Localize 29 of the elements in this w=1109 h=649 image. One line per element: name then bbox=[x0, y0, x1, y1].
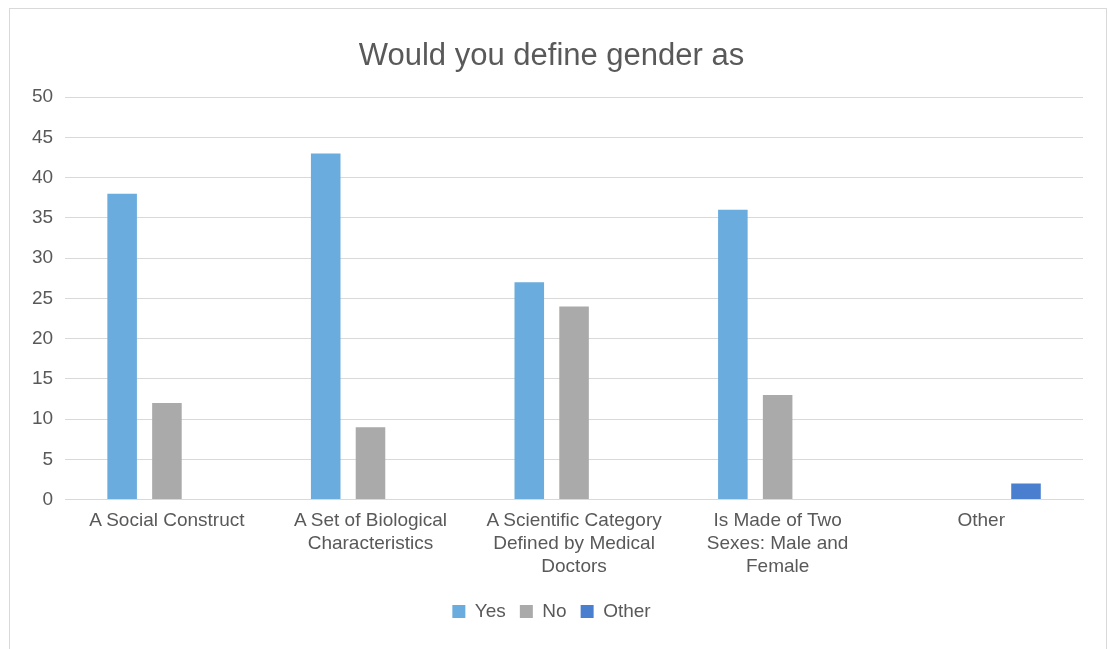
bar bbox=[310, 153, 341, 500]
y-tick-label: 40 bbox=[31, 165, 54, 187]
bar bbox=[355, 427, 386, 500]
y-tick-label: 5 bbox=[42, 447, 54, 469]
y-tick-label: 20 bbox=[31, 326, 54, 348]
x-tick-label: A Social Construct bbox=[89, 509, 246, 531]
x-tick-label: Is Made of Two Sexes: Male and Female bbox=[706, 509, 849, 576]
y-tick-label: 30 bbox=[31, 246, 54, 268]
x-tick-label: A Set of Biological Characteristics bbox=[293, 509, 448, 554]
chart-title: Would you define gender as bbox=[358, 37, 745, 73]
y-tick-label: 35 bbox=[31, 206, 54, 228]
y-tick-label: 45 bbox=[31, 125, 54, 147]
legend-label: Other bbox=[603, 599, 652, 621]
y-tick-label: 10 bbox=[31, 407, 54, 429]
bar bbox=[514, 282, 545, 500]
bar bbox=[1011, 483, 1041, 500]
legend-label: No bbox=[542, 599, 567, 621]
x-tick-label: Other bbox=[957, 509, 1006, 531]
x-tick-label: A Scientific Category Defined by Medical Doctors bbox=[486, 509, 663, 576]
bar bbox=[718, 209, 748, 500]
y-tick-label: 15 bbox=[31, 367, 54, 389]
bar bbox=[559, 306, 589, 500]
y-tick-label: 0 bbox=[42, 487, 54, 509]
legend-label: Yes bbox=[474, 599, 506, 621]
bar bbox=[152, 403, 182, 500]
y-tick-label: 25 bbox=[31, 286, 54, 308]
bar bbox=[762, 394, 793, 500]
bar bbox=[107, 193, 137, 500]
y-tick-label: 50 bbox=[31, 85, 54, 107]
